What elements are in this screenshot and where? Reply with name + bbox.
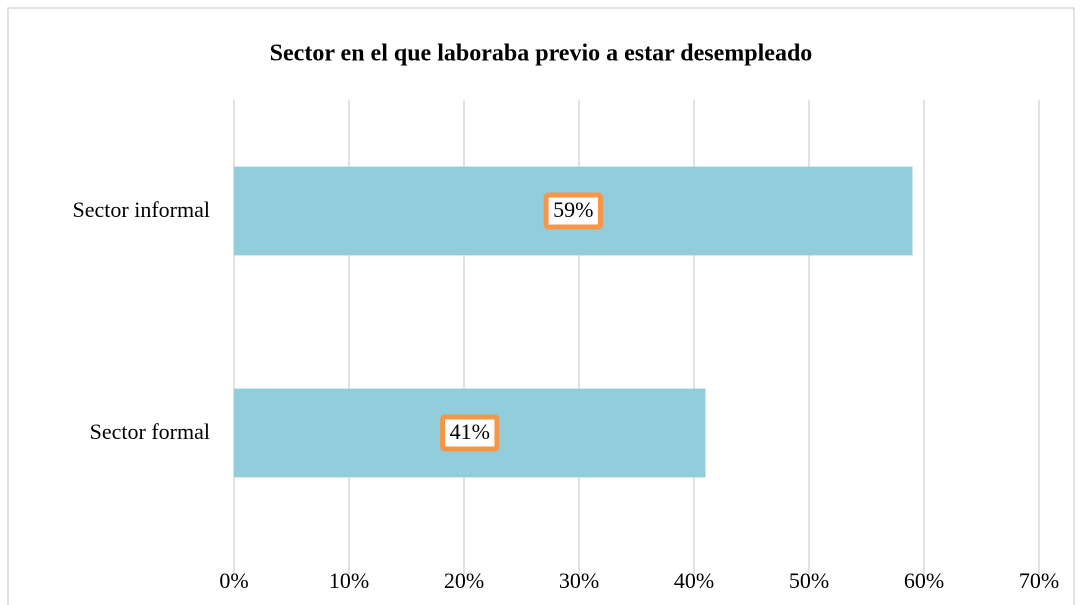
chart-title: Sector en el que laboraba previo a estar… xyxy=(270,41,813,67)
x-tick-label: 0% xyxy=(219,568,248,593)
x-tick-label: 60% xyxy=(904,568,944,593)
data-label-box xyxy=(543,192,603,230)
data-label: 41% xyxy=(450,419,490,444)
x-tick-label: 70% xyxy=(1019,568,1059,593)
x-tick-label: 20% xyxy=(444,568,484,593)
data-label: 59% xyxy=(553,197,593,222)
x-tick-label: 30% xyxy=(559,568,599,593)
x-tick-label: 40% xyxy=(674,568,714,593)
y-tick-label: Sector informal xyxy=(73,197,210,222)
x-tick-label: 10% xyxy=(329,568,369,593)
data-label-box xyxy=(440,414,500,452)
chart-frame xyxy=(7,7,1075,605)
x-tick-label: 50% xyxy=(789,568,829,593)
y-tick-label: Sector formal xyxy=(90,419,210,444)
